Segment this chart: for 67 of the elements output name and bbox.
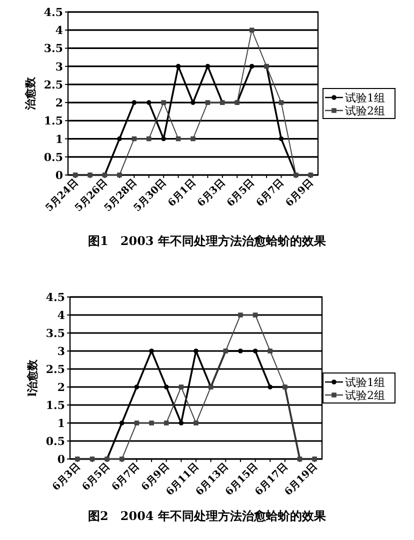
point	[161, 136, 166, 142]
point	[132, 100, 137, 105]
point	[268, 348, 273, 354]
point	[190, 136, 196, 142]
x-tick-label: 6月1日	[166, 177, 198, 210]
y-tick-label: 3.5	[44, 42, 63, 56]
y-tick-label: 1	[55, 132, 63, 146]
point	[205, 100, 210, 105]
legend-label: 试验2组	[345, 389, 385, 402]
point	[249, 28, 254, 33]
point	[252, 348, 258, 354]
y-tick-label: 3.5	[46, 327, 65, 340]
point	[178, 420, 184, 426]
legend-label: 试验1组	[345, 92, 385, 104]
point	[149, 420, 154, 426]
y-tick-label: 0	[57, 453, 66, 466]
y-axis-title: 治愈数	[24, 76, 37, 111]
y-tick-label: 3	[57, 345, 65, 358]
point	[146, 100, 152, 105]
y-tick-label: 1.5	[44, 114, 63, 128]
y-tick-label: 0.5	[46, 435, 65, 448]
y-tick-label: 4	[57, 309, 66, 322]
y-tick-label: 1.5	[46, 399, 65, 412]
y-axis-title: l治愈数	[26, 358, 39, 397]
point	[238, 348, 243, 354]
point	[278, 100, 284, 105]
point	[268, 384, 273, 390]
legend-label: 试验1组	[345, 376, 385, 389]
y-tick-label: 2	[57, 381, 65, 394]
point	[176, 64, 181, 69]
x-tick-label: 6月5日	[225, 177, 257, 210]
x-tick-label: 6月3日	[196, 177, 228, 210]
point	[164, 420, 169, 426]
x-tick-label: 6月7日	[254, 177, 286, 210]
y-tick-label: 4.5	[46, 291, 65, 304]
y-tick-label: 4	[55, 24, 64, 38]
point	[178, 384, 184, 390]
point	[249, 64, 254, 69]
point	[194, 348, 198, 354]
point	[238, 312, 243, 318]
y-tick-label: 4.5	[44, 6, 63, 19]
y-tick-label: 0.5	[44, 150, 63, 164]
point	[164, 384, 169, 390]
point	[149, 348, 154, 354]
x-tick-label: 6月7日	[110, 461, 142, 494]
point	[146, 136, 152, 142]
point	[134, 420, 140, 426]
y-tick-label: 2.5	[44, 78, 63, 92]
point	[194, 420, 198, 426]
point	[190, 100, 196, 105]
point	[119, 420, 124, 426]
point	[278, 136, 284, 142]
y-tick-label: 0	[55, 169, 64, 182]
y-tick-label: 3	[55, 60, 63, 74]
point	[252, 312, 258, 318]
y-tick-label: 1	[57, 417, 65, 430]
y-tick-label: 2.5	[46, 363, 65, 376]
point	[205, 64, 210, 69]
y-tick-label: 2	[55, 96, 63, 110]
point	[161, 100, 166, 105]
point	[134, 384, 140, 390]
legend-label: 试验2组	[345, 104, 385, 118]
text: 图1 2003 年不同处理方法治愈蛤蚧的效果	[88, 234, 327, 248]
text: 图2 2004 年不同处理方法治愈蛤蚧的效果	[88, 509, 327, 523]
x-tick-label: 6月9日	[284, 177, 316, 210]
point	[117, 136, 122, 142]
x-tick-label: 6月5日	[80, 461, 112, 494]
